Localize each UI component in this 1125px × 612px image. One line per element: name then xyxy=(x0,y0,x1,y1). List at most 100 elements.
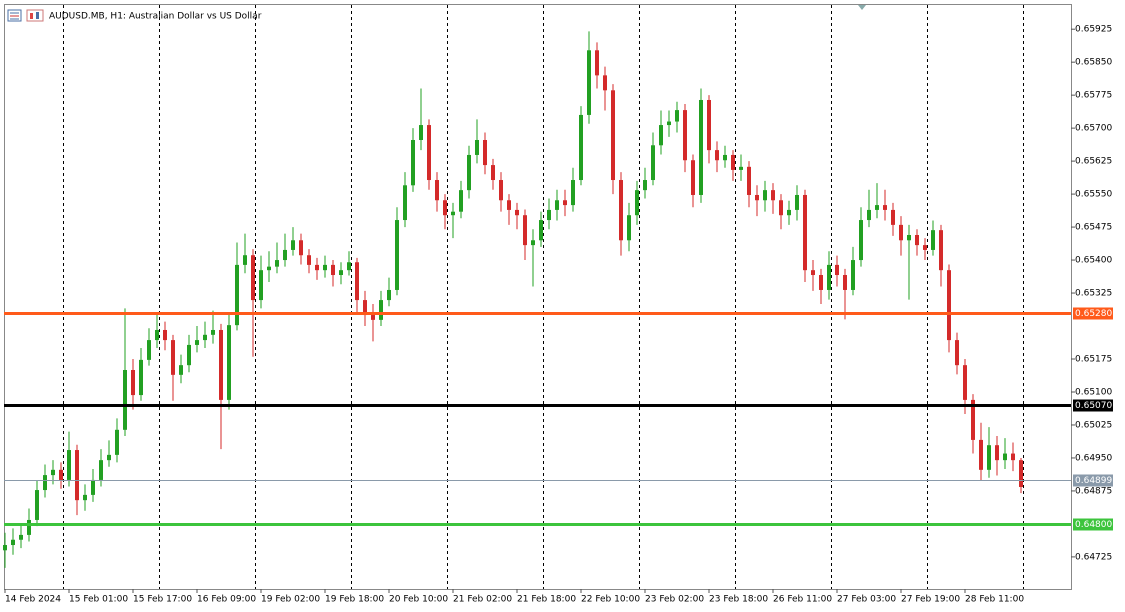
y-tick-label: 0.65100 xyxy=(1075,387,1112,397)
candle-body xyxy=(963,365,967,400)
y-tick-label: 0.65700 xyxy=(1075,124,1112,134)
y-tick-label: 0.65850 xyxy=(1075,58,1112,68)
x-tick-label: 20 Feb 10:00 xyxy=(389,595,448,605)
candle-body xyxy=(851,260,855,290)
candle-body xyxy=(955,340,959,366)
candle-body xyxy=(75,450,79,501)
candle-body xyxy=(539,220,543,241)
candle-body xyxy=(715,150,719,161)
candle-body xyxy=(907,234,911,241)
candle-body xyxy=(51,469,55,476)
candle-body xyxy=(227,325,231,400)
plot-frame xyxy=(4,4,1072,590)
candle-body xyxy=(627,215,631,241)
x-tick-label: 14 Feb 2024 xyxy=(5,595,61,605)
candle-body xyxy=(355,262,359,301)
candle-body xyxy=(699,99,703,195)
candle-body xyxy=(139,359,143,396)
candle-body xyxy=(1003,453,1007,461)
shift-marker[interactable] xyxy=(858,5,866,10)
x-tick-label: 15 Feb 01:00 xyxy=(69,595,128,605)
candle-body xyxy=(683,110,687,161)
candle-body xyxy=(59,469,63,480)
candle-body xyxy=(651,145,655,181)
candle-body xyxy=(347,262,351,271)
candle-body xyxy=(611,90,615,181)
candle-body xyxy=(195,340,199,345)
candle-body xyxy=(19,534,23,540)
x-tick-label: 27 Feb 19:00 xyxy=(901,595,960,605)
x-tick-label: 28 Feb 11:00 xyxy=(965,595,1024,605)
candle-body xyxy=(763,190,767,201)
candle-body xyxy=(243,255,247,265)
candle-body xyxy=(883,205,887,210)
candle-body xyxy=(403,185,407,221)
x-tick-label: 16 Feb 09:00 xyxy=(197,595,256,605)
candle-body xyxy=(235,264,239,326)
candle-body xyxy=(339,270,343,276)
candle-body xyxy=(643,180,647,191)
y-tick-label: 0.64875 xyxy=(1075,486,1112,496)
candle-body xyxy=(947,270,951,341)
candle-body xyxy=(979,439,983,470)
candle-body xyxy=(747,166,751,195)
candle-body xyxy=(827,264,831,290)
x-tick-label: 19 Feb 02:00 xyxy=(261,595,320,605)
price-level-box xyxy=(1073,399,1113,412)
candle-body xyxy=(307,255,311,265)
candle-body xyxy=(291,240,295,250)
candle-body xyxy=(435,180,439,201)
candle-body xyxy=(275,260,279,267)
candle-body xyxy=(595,50,599,76)
candle-body xyxy=(363,300,367,316)
y-tick-label: 0.64950 xyxy=(1075,453,1112,463)
chart-icon[interactable] xyxy=(26,9,44,22)
candle-body xyxy=(179,365,183,375)
candle-body xyxy=(619,180,623,241)
x-tick-label: 21 Feb 18:00 xyxy=(517,595,576,605)
x-tick-label: 23 Feb 18:00 xyxy=(709,595,768,605)
candle-body xyxy=(995,445,999,461)
candle-body xyxy=(603,75,607,91)
candle-body xyxy=(811,270,815,276)
y-tick-label: 0.64725 xyxy=(1075,552,1112,562)
candle-body xyxy=(675,110,679,122)
y-tick-label: 0.65025 xyxy=(1075,420,1112,430)
candle-body xyxy=(915,234,919,246)
candle-body xyxy=(251,255,255,301)
candle-body xyxy=(659,125,663,146)
candle-body xyxy=(587,50,591,115)
candle-body xyxy=(91,479,95,495)
x-tick-label: 22 Feb 10:00 xyxy=(581,595,640,605)
candle-body xyxy=(555,200,559,210)
candle-body xyxy=(1011,453,1015,461)
candle-body xyxy=(331,264,335,276)
candle-body xyxy=(515,209,519,216)
candle-body xyxy=(43,475,47,491)
x-tick-label: 23 Feb 02:00 xyxy=(645,595,704,605)
x-tick-label: 26 Feb 11:00 xyxy=(773,595,832,605)
price-level-box xyxy=(1073,307,1113,320)
candle-body xyxy=(563,200,567,206)
candle-body xyxy=(323,264,327,271)
price-level-label: 0.65070 xyxy=(1075,401,1112,411)
candle-body xyxy=(163,329,167,341)
y-tick-label: 0.65925 xyxy=(1075,25,1112,35)
candle-body xyxy=(315,264,319,271)
y-tick-label: 0.65325 xyxy=(1075,289,1112,299)
candle-body xyxy=(11,539,15,546)
candle-body xyxy=(371,315,375,320)
icon-bar xyxy=(36,12,39,19)
candle-body xyxy=(67,450,71,480)
price-level-box xyxy=(1073,474,1113,487)
candle-body xyxy=(219,329,223,400)
chart-title: AUDUSD.MB, H1: Australian Dollar vs US D… xyxy=(49,12,262,22)
x-tick-label: 21 Feb 02:00 xyxy=(453,595,512,605)
candle-body xyxy=(731,154,735,170)
y-tick-label: 0.65625 xyxy=(1075,157,1112,167)
candle-body xyxy=(803,194,807,271)
candle-body xyxy=(843,275,847,290)
candle-body xyxy=(467,154,471,191)
candle-body xyxy=(123,370,127,430)
